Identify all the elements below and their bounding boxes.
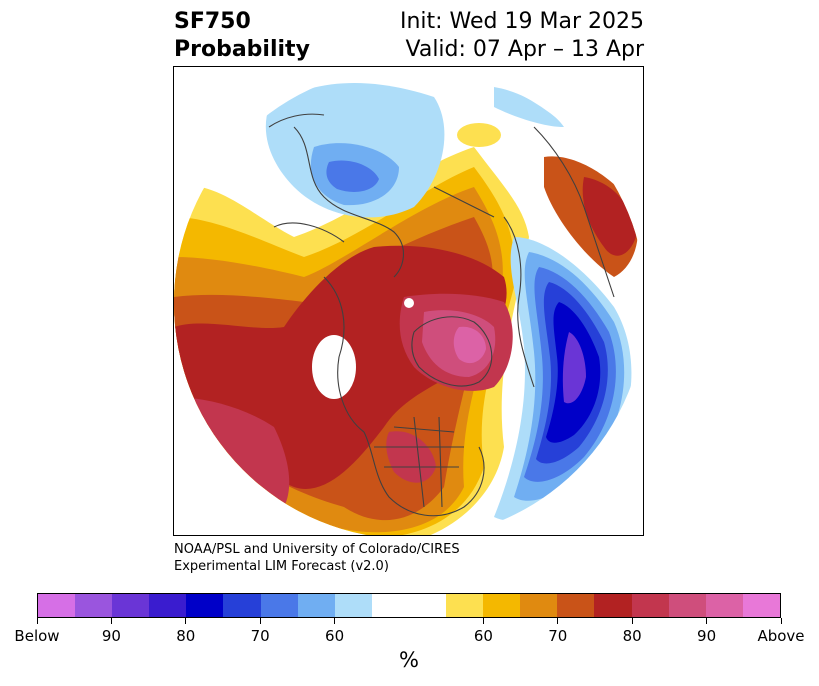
colorbar-cell bbox=[631, 594, 669, 617]
colorbar-cell bbox=[557, 594, 595, 617]
colorbar-tick-label: 90 bbox=[697, 627, 717, 645]
colorbar-tick bbox=[185, 618, 187, 624]
colorbar-tick-label: 60 bbox=[325, 627, 345, 645]
colorbar-tick bbox=[482, 618, 484, 624]
colorbar-cell bbox=[705, 594, 743, 617]
pole-marker bbox=[404, 298, 414, 308]
warm-95-region-greenland bbox=[453, 326, 486, 364]
colorbar-tick-label: 60 bbox=[473, 627, 493, 645]
warm-60-patch-arctic bbox=[457, 123, 501, 147]
warm-80-region-northeast bbox=[582, 177, 636, 256]
chart-title: SF750 Probability bbox=[174, 8, 310, 64]
colorbar bbox=[37, 593, 781, 618]
colorbar-cell bbox=[75, 594, 113, 617]
colorbar-cell bbox=[520, 594, 558, 617]
title-line-2: Probability bbox=[174, 37, 310, 62]
credit-line-2: Experimental LIM Forecast (v2.0) bbox=[174, 559, 389, 574]
colorbar-cell bbox=[112, 594, 150, 617]
colorbar-cell bbox=[371, 594, 409, 617]
colorbar-cell bbox=[186, 594, 224, 617]
colorbar-tick bbox=[36, 618, 38, 624]
warm-80-region-us bbox=[386, 431, 436, 483]
cold-60-region-top bbox=[494, 87, 564, 127]
white-patch-pacific bbox=[312, 335, 356, 399]
colorbar-tick-label: 70 bbox=[250, 627, 270, 645]
colorbar-cell bbox=[483, 594, 521, 617]
colorbar-tick bbox=[110, 618, 112, 624]
colorbar-unit: % bbox=[399, 648, 419, 672]
colorbar-tick-label: Above bbox=[757, 627, 805, 645]
colorbar-cell bbox=[297, 594, 335, 617]
colorbar-tick-label: Below bbox=[14, 627, 60, 645]
colorbar-cell bbox=[223, 594, 261, 617]
colorbar-cell bbox=[260, 594, 298, 617]
colorbar-tick-label: 80 bbox=[622, 627, 642, 645]
coastlines bbox=[268, 113, 615, 517]
colorbar-tick bbox=[780, 618, 782, 624]
colorbar-tick bbox=[706, 618, 708, 624]
colorbar-cell bbox=[742, 594, 780, 617]
cold-70-region-north bbox=[326, 160, 379, 192]
forecast-dates: Init: Wed 19 Mar 2025 Valid: 07 Apr – 13… bbox=[400, 8, 644, 64]
colorbar-cell bbox=[38, 594, 76, 617]
credit-text: NOAA/PSL and University of Colorado/CIRE… bbox=[174, 541, 460, 575]
cold-85-region-east bbox=[562, 332, 586, 404]
colorbar-cell bbox=[408, 594, 447, 617]
probability-map bbox=[174, 67, 643, 535]
colorbar-cell bbox=[149, 594, 187, 617]
colorbar-cell bbox=[594, 594, 632, 617]
colorbar-cell bbox=[668, 594, 706, 617]
colorbar-tick bbox=[334, 618, 336, 624]
colorbar-tick-label: 90 bbox=[101, 627, 121, 645]
colorbar-tick-label: 70 bbox=[548, 627, 568, 645]
valid-range: Valid: 07 Apr – 13 Apr bbox=[405, 37, 645, 62]
colorbar-tick-label: 80 bbox=[176, 627, 196, 645]
colorbar-cell bbox=[446, 594, 484, 617]
init-date: Init: Wed 19 Mar 2025 bbox=[399, 9, 644, 34]
colorbar-tick bbox=[631, 618, 633, 624]
colorbar-tick bbox=[557, 618, 559, 624]
colorbar-cell bbox=[334, 594, 372, 617]
map-panel bbox=[173, 66, 644, 536]
title-line-1: SF750 bbox=[174, 9, 251, 34]
colorbar-tick bbox=[259, 618, 261, 624]
credit-line-1: NOAA/PSL and University of Colorado/CIRE… bbox=[174, 542, 460, 557]
